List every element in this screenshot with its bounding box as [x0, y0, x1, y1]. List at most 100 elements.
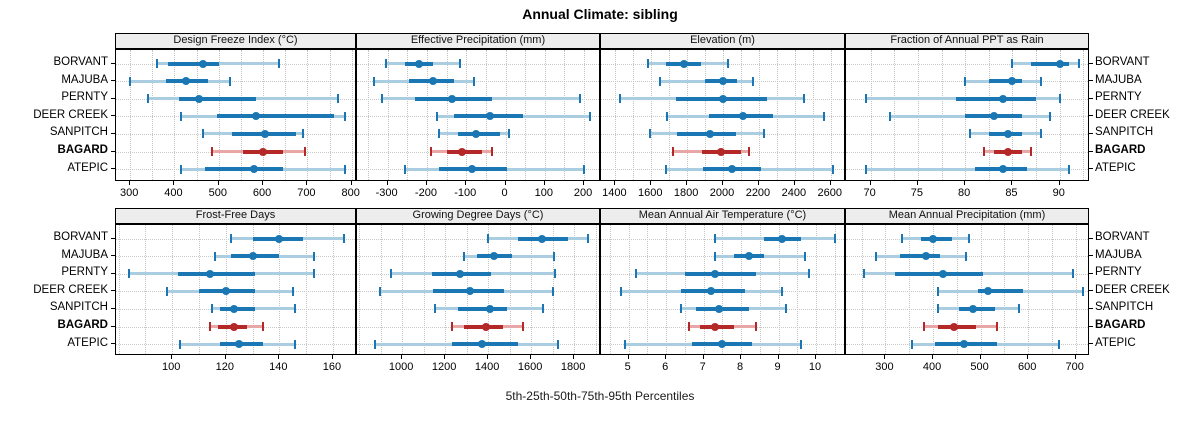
v-gridline [609, 224, 611, 354]
v-gridline [368, 49, 369, 180]
y-tick [111, 132, 115, 134]
v-gridline [509, 224, 511, 354]
x-tick [722, 180, 724, 185]
cap-95th [763, 129, 766, 139]
x-tick-label: 0 [501, 187, 508, 199]
panel-plot [600, 223, 845, 355]
station-label-right: BORVANT [1095, 231, 1150, 243]
x-tick [829, 180, 831, 185]
v-gridline [359, 224, 361, 354]
station-label-right: BAGARD [1095, 319, 1146, 331]
v-gridline [861, 224, 863, 354]
x-tick-label: 2600 [817, 187, 842, 199]
x-tick-label: 300 [875, 361, 894, 373]
cap-5th [664, 164, 667, 174]
cap-5th [659, 76, 662, 86]
cap-95th [1081, 286, 1084, 296]
x-tick [573, 355, 575, 359]
v-gridline [816, 224, 818, 354]
x-tick [964, 180, 966, 185]
median-dot [921, 252, 930, 261]
cap-95th [583, 164, 586, 174]
median-dot [252, 112, 261, 121]
x-tick [331, 355, 333, 359]
y-tick [1089, 307, 1093, 309]
v-gridline [1004, 224, 1006, 354]
median-dot [744, 252, 753, 261]
cap-95th [822, 111, 825, 121]
cap-5th [863, 269, 866, 279]
median-dot [181, 77, 190, 86]
station-label-left: MAJUBA [61, 248, 108, 261]
v-gridline [797, 224, 799, 354]
x-tick-label: 1800 [673, 187, 699, 199]
median-dot [959, 340, 968, 349]
v-gridline [544, 49, 546, 180]
median-dot [235, 340, 244, 349]
median-dot [706, 129, 715, 138]
v-gridline [834, 224, 836, 354]
station-label-left: BORVANT [53, 231, 108, 243]
panel-plot [845, 223, 1089, 355]
v-gridline [1075, 224, 1077, 354]
cap-5th [202, 129, 205, 139]
station-label-right: SANPITCH [1095, 301, 1154, 314]
median-dot [1003, 129, 1012, 138]
y-tick [1089, 290, 1093, 292]
station-label-left: BAGARD [57, 144, 108, 156]
cap-95th [521, 322, 524, 331]
median-dot [707, 287, 716, 296]
cap-95th [294, 304, 297, 314]
cap-95th [588, 111, 591, 121]
cap-5th [901, 234, 904, 243]
station-label-left: PERNTY [61, 91, 108, 104]
row-gridline [357, 63, 599, 65]
cap-5th [384, 59, 387, 68]
x-tick-label: -100 [454, 187, 477, 199]
panel-title: Growing Degree Days (°C) [412, 209, 544, 221]
x-tick [979, 355, 981, 359]
panel-title: Mean Annual Air Temperature (°C) [638, 209, 807, 221]
x-tick-label: 80 [958, 187, 971, 199]
whisker-5-95 [865, 167, 1070, 171]
cap-95th [1058, 94, 1061, 104]
v-gridline [445, 224, 447, 354]
station-label-left: ATEPIC [67, 161, 108, 174]
y-tick [111, 97, 115, 99]
median-dot [468, 165, 477, 174]
cap-95th [833, 234, 836, 243]
x-tick [1058, 180, 1060, 185]
median-dot [738, 112, 747, 121]
cap-5th [129, 76, 132, 86]
median-dot [938, 269, 947, 278]
v-gridline [130, 49, 132, 180]
cap-95th [1049, 111, 1052, 121]
median-dot [717, 147, 726, 156]
cap-95th [228, 76, 231, 86]
x-tick [224, 355, 226, 359]
panel-strip: Elevation (m) [600, 33, 845, 49]
y-tick [111, 325, 115, 327]
cap-5th [214, 251, 217, 261]
v-gridline [651, 49, 653, 180]
median-dot [969, 304, 978, 313]
y-tick [1089, 132, 1093, 134]
row-gridline [846, 151, 1088, 153]
cap-5th [680, 304, 683, 314]
y-tick [1089, 343, 1093, 345]
cap-5th [179, 339, 182, 349]
median-dot [250, 165, 259, 174]
v-gridline [776, 49, 778, 180]
v-gridline [564, 49, 566, 180]
cap-5th [964, 76, 967, 86]
median-dot [259, 147, 268, 156]
cap-5th [429, 147, 432, 156]
v-gridline [380, 224, 382, 354]
x-tick [543, 180, 545, 185]
row-gridline [357, 238, 599, 240]
panel-title: Fraction of Annual PPT as Rain [890, 34, 1044, 46]
x-tick [262, 180, 264, 185]
y-tick [111, 80, 115, 82]
cap-5th [618, 94, 621, 104]
v-gridline [941, 49, 943, 180]
